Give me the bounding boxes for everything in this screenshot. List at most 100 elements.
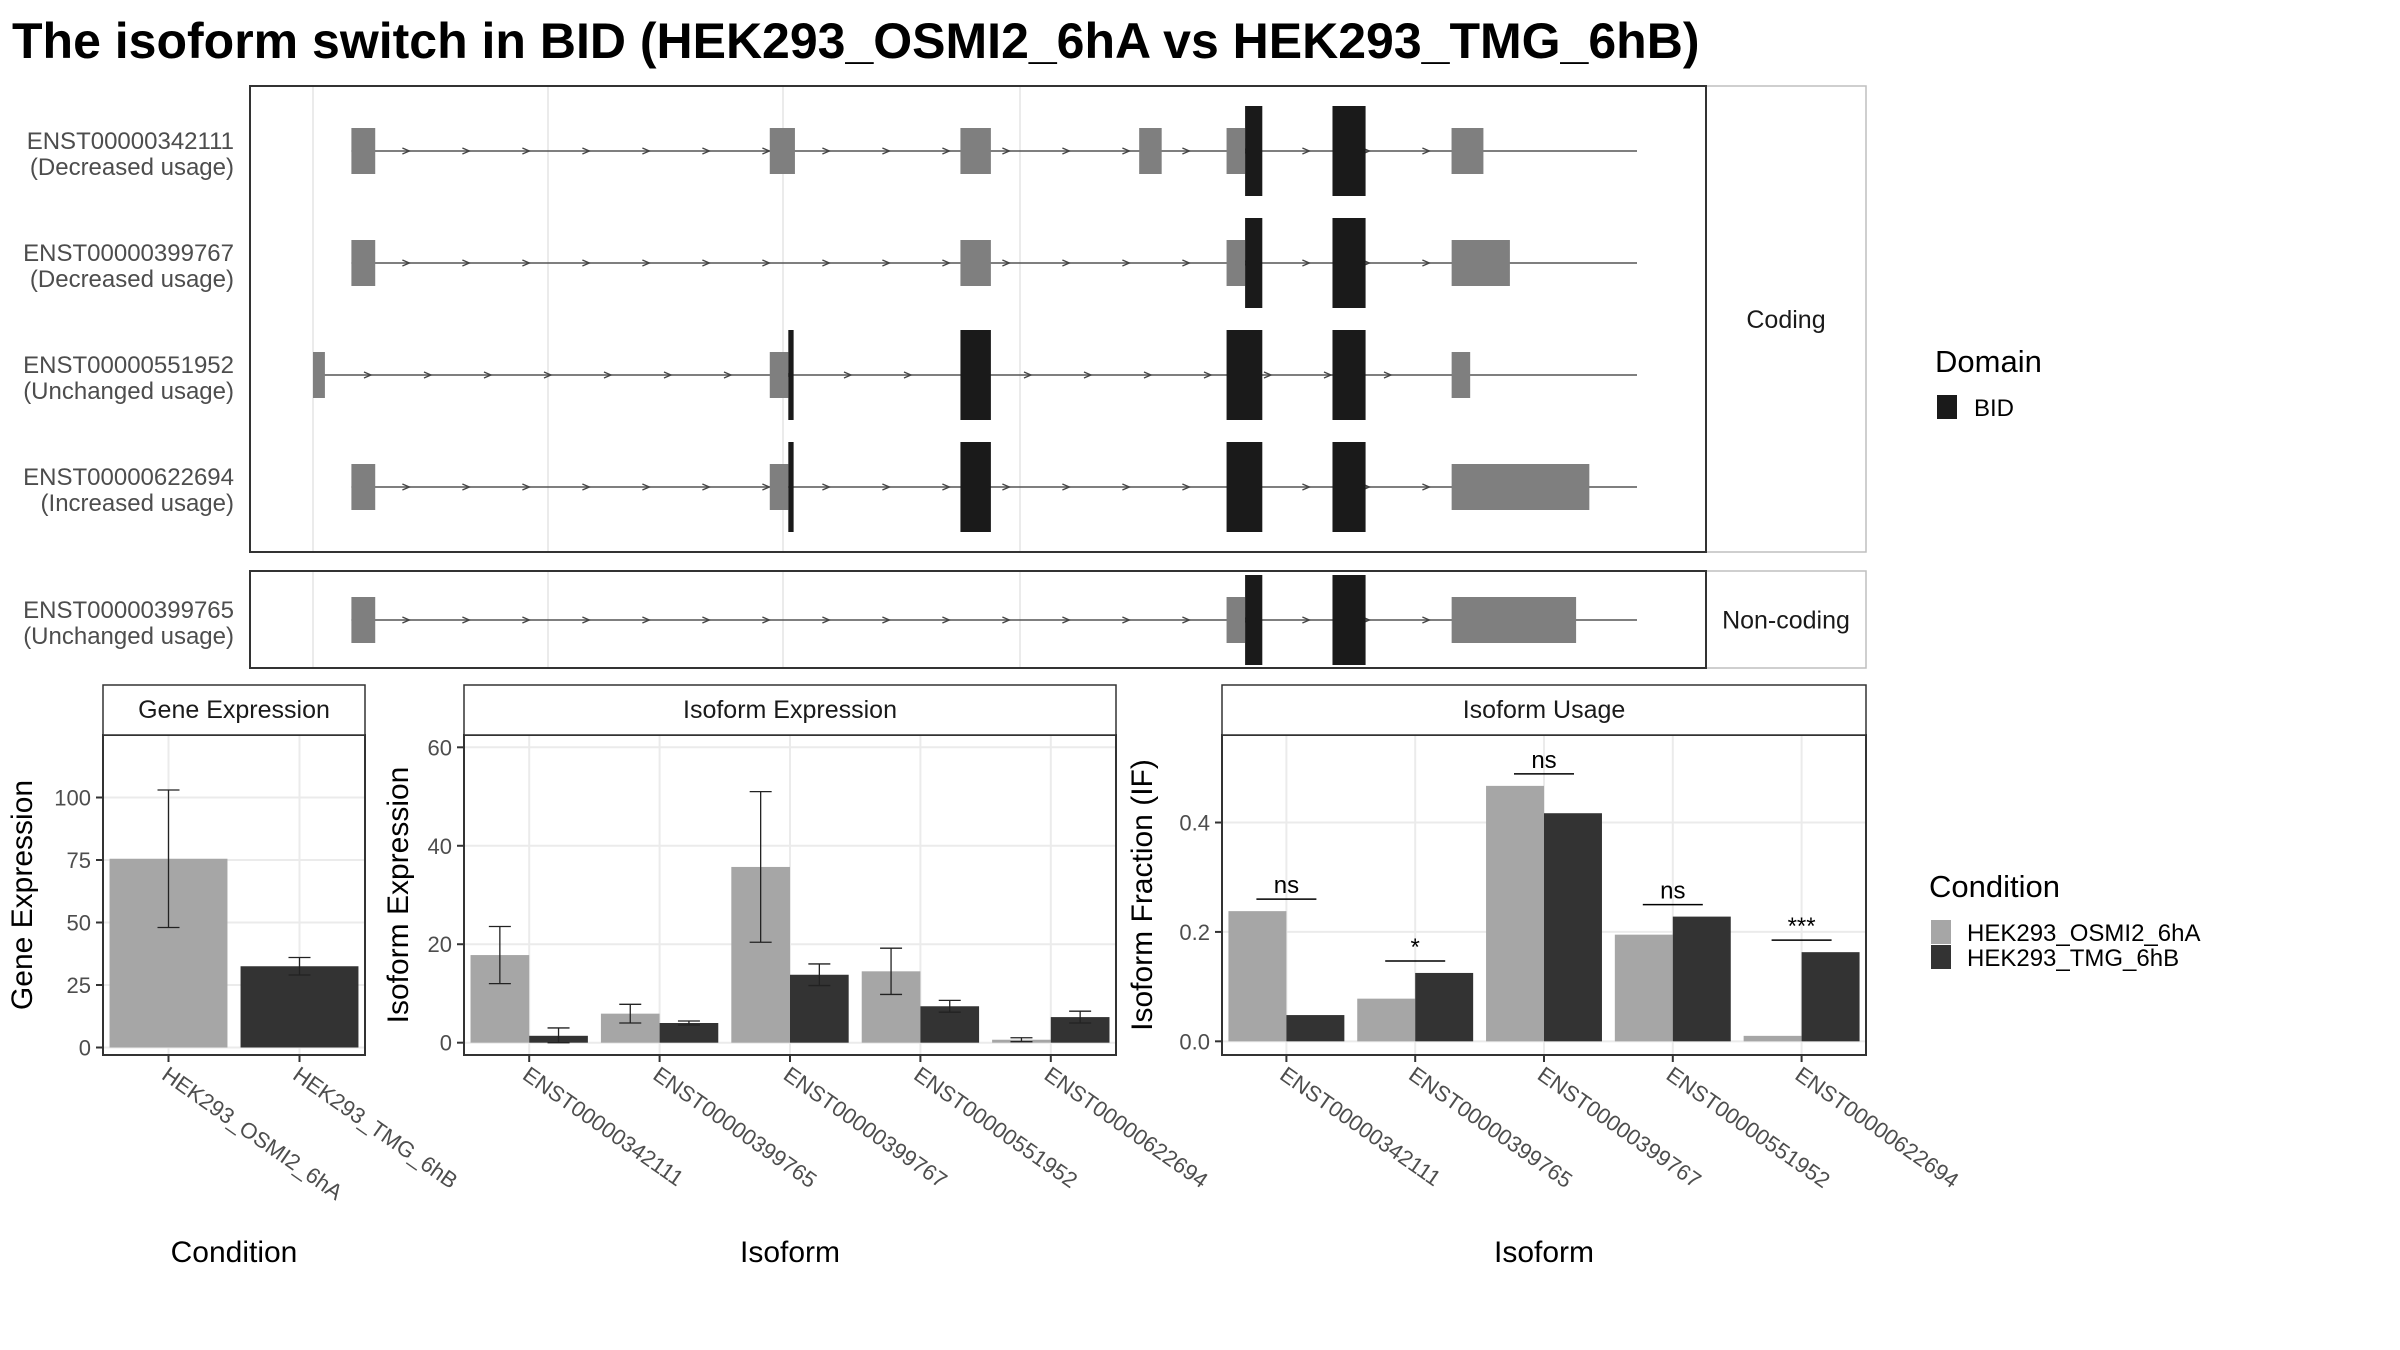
strand-arrow bbox=[402, 147, 412, 155]
bar bbox=[1801, 952, 1860, 1042]
strand-arrow bbox=[363, 371, 373, 379]
strand-arrow bbox=[723, 371, 733, 379]
strand-arrow bbox=[942, 147, 952, 155]
y-axis-title: Isoform Fraction (IF) bbox=[1126, 759, 1159, 1031]
bar bbox=[1357, 998, 1416, 1042]
y-tick-label: 0.0 bbox=[1179, 1029, 1210, 1054]
strand-arrow bbox=[402, 483, 412, 491]
isoform-label-usage: (Decreased usage) bbox=[30, 266, 234, 293]
isoform-row: ENST00000551952(Unchanged usage) bbox=[23, 330, 1637, 420]
strand-arrow bbox=[1182, 147, 1192, 155]
y-axis-title: Gene Expression bbox=[6, 780, 39, 1010]
isoform-label-id: ENST00000551952 bbox=[23, 352, 234, 379]
utr-exon bbox=[769, 352, 789, 398]
strand-arrow bbox=[1083, 371, 1093, 379]
y-tick-label: 0.2 bbox=[1179, 920, 1210, 945]
strand-arrow bbox=[462, 483, 472, 491]
strand-arrow bbox=[642, 147, 652, 155]
y-tick-label: 0 bbox=[79, 1036, 91, 1061]
y-axis-title: Isoform Expression bbox=[382, 767, 415, 1024]
strand-arrow bbox=[1302, 483, 1312, 491]
y-tick-label: 20 bbox=[428, 932, 452, 957]
strand-arrow bbox=[642, 259, 652, 267]
strand-arrow bbox=[1062, 616, 1072, 624]
strand-arrow bbox=[1002, 483, 1012, 491]
condition-legend-label-b: HEK293_TMG_6hB bbox=[1967, 945, 2179, 972]
strand-arrow bbox=[1302, 259, 1312, 267]
condition-legend-title: Condition bbox=[1929, 869, 2060, 904]
bid-domain bbox=[1245, 575, 1263, 665]
strand-arrow bbox=[762, 616, 772, 624]
strand-arrow bbox=[582, 259, 592, 267]
bid-domain bbox=[1245, 218, 1263, 308]
bar bbox=[1743, 1035, 1802, 1042]
bar bbox=[1544, 813, 1602, 1042]
strand-arrow bbox=[1062, 259, 1072, 267]
strand-arrow bbox=[1263, 371, 1273, 379]
bar bbox=[1415, 972, 1474, 1042]
condition-legend-key-a bbox=[1931, 920, 1951, 944]
strand-arrow bbox=[582, 616, 592, 624]
utr-exon bbox=[960, 240, 991, 286]
panel-strip-title: Isoform Usage bbox=[1463, 696, 1626, 724]
strand-arrow bbox=[942, 259, 952, 267]
utr-exon bbox=[1226, 597, 1246, 643]
strand-arrow bbox=[702, 147, 712, 155]
bid-domain bbox=[1226, 442, 1263, 532]
y-tick-label: 75 bbox=[67, 848, 91, 873]
strand-arrow bbox=[822, 483, 832, 491]
strand-arrow bbox=[702, 259, 712, 267]
condition-legend: Condition HEK293_OSMI2_6hA HEK293_TMG_6h… bbox=[1929, 869, 2200, 972]
utr-exon bbox=[1451, 352, 1471, 398]
bid-domain bbox=[1332, 575, 1366, 665]
strand-arrow bbox=[483, 371, 493, 379]
isoform-label-id: ENST00000399767 bbox=[23, 240, 234, 267]
y-tick-label: 40 bbox=[428, 834, 452, 859]
x-axis-title: Condition bbox=[171, 1236, 298, 1269]
strand-arrow bbox=[1422, 147, 1432, 155]
significance-label: * bbox=[1411, 934, 1420, 961]
bid-domain bbox=[1332, 330, 1366, 420]
strand-arrow bbox=[882, 483, 892, 491]
strand-arrow bbox=[942, 616, 952, 624]
strand-arrow bbox=[603, 371, 613, 379]
utr-exon bbox=[1451, 128, 1484, 174]
bid-domain bbox=[788, 330, 794, 420]
panel-strip bbox=[102, 684, 366, 736]
strand-arrow bbox=[1422, 483, 1432, 491]
strand-arrow bbox=[522, 483, 532, 491]
panel-strip-title: Isoform Expression bbox=[683, 696, 897, 724]
domain-legend-title: Domain bbox=[1935, 344, 2042, 379]
facet-frame bbox=[249, 85, 1707, 553]
domain-legend: Domain BID bbox=[1935, 344, 2042, 422]
utr-exon bbox=[1451, 240, 1510, 286]
strand-arrow bbox=[1182, 616, 1192, 624]
bar bbox=[1228, 911, 1287, 1042]
strand-arrow bbox=[702, 483, 712, 491]
strand-arrow bbox=[423, 371, 433, 379]
y-tick-label: 25 bbox=[67, 973, 91, 998]
strand-arrow bbox=[663, 371, 673, 379]
x-axis-title: Isoform bbox=[740, 1236, 840, 1269]
condition-legend-key-b bbox=[1931, 945, 1951, 969]
strand-arrow bbox=[1182, 259, 1192, 267]
facet-strip-label: Coding bbox=[1746, 306, 1825, 334]
utr-exon bbox=[1226, 240, 1246, 286]
strand-arrow bbox=[1383, 371, 1393, 379]
strand-arrow bbox=[1122, 616, 1132, 624]
strand-arrow bbox=[1062, 483, 1072, 491]
strand-arrow bbox=[522, 147, 532, 155]
strand-arrow bbox=[402, 616, 412, 624]
utr-exon bbox=[1451, 464, 1590, 510]
isoform-label-id: ENST00000342111 bbox=[27, 128, 234, 155]
strand-arrow bbox=[1302, 616, 1312, 624]
bid-domain bbox=[1226, 330, 1263, 420]
panel-strip bbox=[1221, 684, 1867, 736]
isoform-row: ENST00000399765(Unchanged usage) bbox=[23, 575, 1637, 665]
strand-arrow bbox=[522, 259, 532, 267]
strand-arrow bbox=[762, 259, 772, 267]
strand-arrow bbox=[1422, 616, 1432, 624]
isoform-row: ENST00000399767(Decreased usage) bbox=[23, 218, 1637, 308]
panel-strip bbox=[463, 684, 1117, 736]
bid-domain bbox=[1332, 106, 1366, 196]
